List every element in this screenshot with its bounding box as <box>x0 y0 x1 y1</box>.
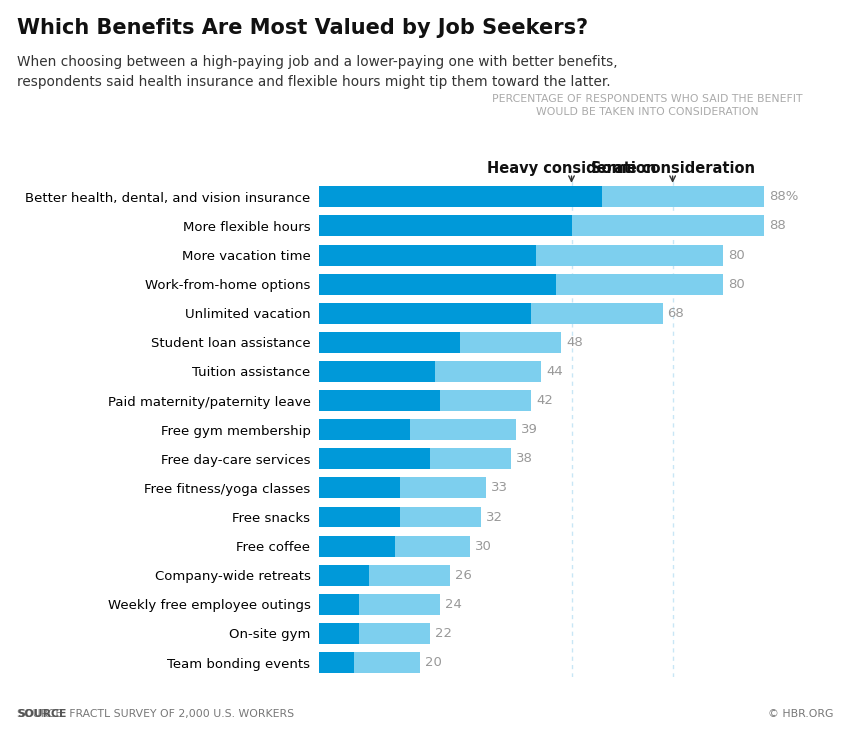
Bar <box>319 187 602 207</box>
Bar <box>319 215 571 236</box>
Bar <box>319 274 557 294</box>
Bar <box>319 536 394 556</box>
Text: 32: 32 <box>485 510 502 523</box>
Bar <box>319 477 400 498</box>
Text: Which Benefits Are Most Valued by Job Seekers?: Which Benefits Are Most Valued by Job Se… <box>17 18 588 38</box>
Bar <box>319 361 541 382</box>
Text: Heavy consideration: Heavy consideration <box>487 161 656 176</box>
Bar <box>319 244 536 266</box>
Text: 80: 80 <box>728 277 745 291</box>
Bar <box>319 565 450 586</box>
Bar <box>319 652 420 673</box>
Bar <box>319 215 763 236</box>
Text: 22: 22 <box>435 627 452 640</box>
Text: 42: 42 <box>536 394 553 407</box>
Bar <box>319 448 511 469</box>
Text: SOURCE: SOURCE <box>17 709 66 719</box>
Text: 24: 24 <box>445 598 462 610</box>
Bar <box>319 623 430 644</box>
Bar <box>319 244 723 266</box>
Bar <box>319 623 360 644</box>
Text: 33: 33 <box>490 482 507 494</box>
Text: 88: 88 <box>768 220 785 233</box>
Bar <box>319 303 531 324</box>
Bar <box>319 390 440 411</box>
Text: 39: 39 <box>521 423 538 436</box>
Bar <box>319 594 440 615</box>
Bar <box>319 652 354 673</box>
Text: 80: 80 <box>728 249 745 261</box>
Text: Some consideration: Some consideration <box>591 161 755 176</box>
Bar <box>319 477 485 498</box>
Text: 20: 20 <box>425 656 442 669</box>
Bar <box>319 390 531 411</box>
Text: SOURCE  FRACTL SURVEY OF 2,000 U.S. WORKERS: SOURCE FRACTL SURVEY OF 2,000 U.S. WORKE… <box>17 709 294 719</box>
Bar <box>319 448 430 469</box>
Text: When choosing between a high-paying job and a lower-paying one with better benef: When choosing between a high-paying job … <box>17 55 618 89</box>
Bar <box>319 507 400 528</box>
Text: 38: 38 <box>516 452 533 466</box>
Bar <box>319 332 461 353</box>
Text: 48: 48 <box>566 336 583 349</box>
Text: 68: 68 <box>667 307 684 320</box>
Bar <box>319 419 410 440</box>
Bar <box>319 361 435 382</box>
Bar <box>319 507 480 528</box>
Bar <box>319 565 369 586</box>
Bar <box>319 274 723 294</box>
Bar <box>319 332 561 353</box>
Bar <box>319 536 470 556</box>
Bar <box>319 187 763 207</box>
Bar <box>319 303 662 324</box>
Text: 88%: 88% <box>768 190 798 203</box>
Bar <box>319 419 516 440</box>
Text: PERCENTAGE OF RESPONDENTS WHO SAID THE BENEFIT
WOULD BE TAKEN INTO CONSIDERATION: PERCENTAGE OF RESPONDENTS WHO SAID THE B… <box>492 94 802 117</box>
Bar <box>319 594 360 615</box>
Text: 30: 30 <box>475 539 492 553</box>
Text: © HBR.ORG: © HBR.ORG <box>768 709 833 719</box>
Text: 26: 26 <box>456 569 472 582</box>
Text: 44: 44 <box>547 365 563 378</box>
